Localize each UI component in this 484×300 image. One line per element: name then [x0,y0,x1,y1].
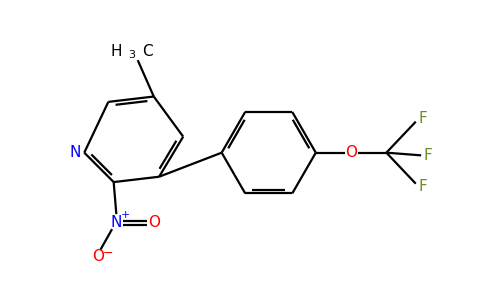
Text: N: N [111,215,122,230]
Text: F: F [418,179,427,194]
Text: F: F [418,112,427,127]
Text: C: C [142,44,152,59]
Text: 3: 3 [128,50,135,60]
Text: −: − [103,247,114,260]
Text: N: N [70,145,81,160]
Text: +: + [121,210,130,220]
Text: O: O [148,215,160,230]
Text: H: H [110,44,121,59]
Text: O: O [91,249,104,264]
Text: O: O [346,145,358,160]
Text: F: F [424,148,432,163]
